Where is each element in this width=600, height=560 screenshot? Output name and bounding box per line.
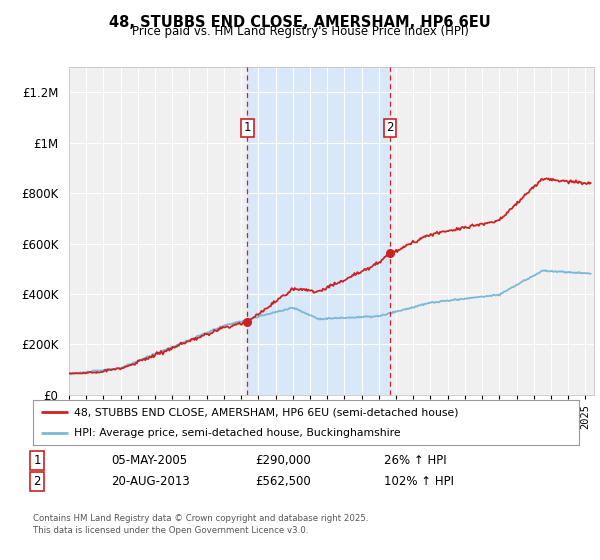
Text: £562,500: £562,500	[255, 475, 311, 488]
Text: 2: 2	[34, 475, 41, 488]
Text: Contains HM Land Registry data © Crown copyright and database right 2025.
This d: Contains HM Land Registry data © Crown c…	[33, 514, 368, 535]
Text: 1: 1	[244, 122, 251, 134]
Text: HPI: Average price, semi-detached house, Buckinghamshire: HPI: Average price, semi-detached house,…	[74, 428, 401, 438]
Text: 102% ↑ HPI: 102% ↑ HPI	[384, 475, 454, 488]
Text: £290,000: £290,000	[255, 454, 311, 467]
Text: 26% ↑ HPI: 26% ↑ HPI	[384, 454, 446, 467]
Text: Price paid vs. HM Land Registry's House Price Index (HPI): Price paid vs. HM Land Registry's House …	[131, 25, 469, 38]
Text: 48, STUBBS END CLOSE, AMERSHAM, HP6 6EU: 48, STUBBS END CLOSE, AMERSHAM, HP6 6EU	[109, 15, 491, 30]
Bar	[247, 67, 390, 395]
Text: 48, STUBBS END CLOSE, AMERSHAM, HP6 6EU (semi-detached house): 48, STUBBS END CLOSE, AMERSHAM, HP6 6EU …	[74, 408, 458, 418]
Text: 2: 2	[386, 122, 394, 134]
Text: 20-AUG-2013: 20-AUG-2013	[111, 475, 190, 488]
Text: 05-MAY-2005: 05-MAY-2005	[111, 454, 187, 467]
Text: 1: 1	[34, 454, 41, 467]
